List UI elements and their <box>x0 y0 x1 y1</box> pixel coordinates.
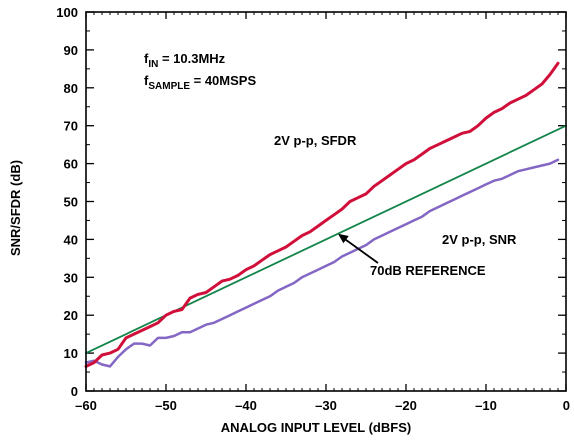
conditions-block: fIN = 10.3MHz fSAMPLE = 40MSPS <box>144 51 256 92</box>
reference-arrow-head <box>338 233 349 244</box>
y-tick-label: 60 <box>64 157 78 172</box>
y-tick-label: 80 <box>64 81 78 96</box>
x-tick-label: –40 <box>235 398 257 413</box>
x-tick-label: –30 <box>315 398 337 413</box>
y-axis-title: SNR/SFDR (dB) <box>8 160 23 256</box>
condition-fin: fIN = 10.3MHz <box>144 51 226 70</box>
y-tick-label: 100 <box>56 5 78 20</box>
plot-area-frame <box>85 11 567 392</box>
x-tick-labels: –60 –50 –40 –30 –20 –10 0 <box>75 398 570 413</box>
reference-label: 70dB REFERENCE <box>370 263 486 278</box>
reference-arrow <box>338 233 379 264</box>
x-tick-label: –50 <box>155 398 177 413</box>
sfdr-series-label: 2V p-p, SFDR <box>274 133 357 148</box>
x-tick-label: –20 <box>395 398 417 413</box>
snr-series-label: 2V p-p, SNR <box>442 232 517 247</box>
y-tick-label: 0 <box>71 384 78 399</box>
y-tick-label: 20 <box>64 308 78 323</box>
y-tick-label: 10 <box>64 346 78 361</box>
y-tick-label: 50 <box>64 195 78 210</box>
x-tick-label: –10 <box>475 398 497 413</box>
y-tick-label: 30 <box>64 270 78 285</box>
y-tick-label: 40 <box>64 232 78 247</box>
x-tick-label: –60 <box>75 398 97 413</box>
reference-arrow-shaft <box>342 236 379 264</box>
y-tick-label: 70 <box>64 119 78 134</box>
y-tick-label: 90 <box>64 43 78 58</box>
y-tick-labels: 0 10 20 30 40 50 60 70 80 90 100 <box>56 5 78 399</box>
series-layer <box>84 61 567 368</box>
condition-fsample: fSAMPLE = 40MSPS <box>144 73 256 92</box>
series-line-2v-p-p-snr <box>84 158 560 368</box>
x-axis-title: ANALOG INPUT LEVEL (dBFS) <box>221 420 411 435</box>
x-tick-label: 0 <box>563 398 570 413</box>
series-line-2v-p-p-sfdr <box>84 61 560 368</box>
